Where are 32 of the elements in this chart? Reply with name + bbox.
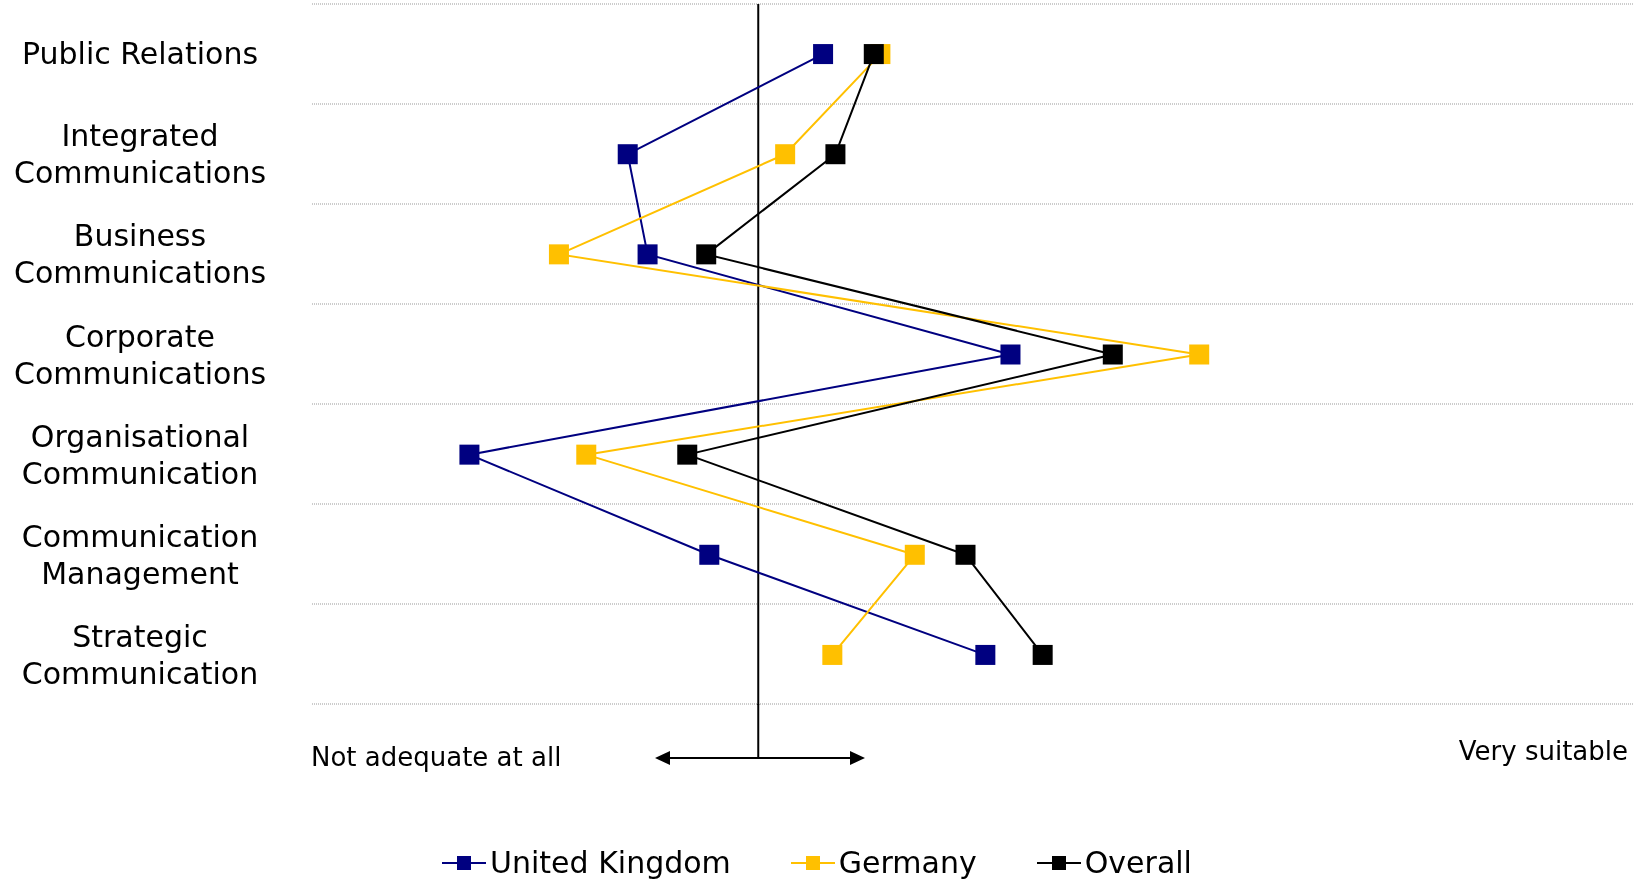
y-tick-label: Strategic Communication — [21, 618, 259, 691]
point — [975, 644, 996, 665]
text: Very suitable — [1458, 736, 1628, 766]
y-tick-label: Organisational Communication — [21, 418, 259, 491]
point — [696, 244, 717, 265]
point — [576, 444, 597, 465]
y-tick-label: Business Communications — [13, 218, 267, 291]
point — [822, 644, 843, 665]
y-tick-label: Communication Management — [21, 518, 259, 591]
point — [1032, 644, 1053, 665]
legend-label: United Kingdom — [490, 845, 731, 879]
legend-label: Germany — [838, 845, 977, 879]
point — [1000, 344, 1021, 365]
y-tick-label: Public Relations — [21, 36, 259, 72]
point — [863, 44, 884, 65]
y-tick-label: Integrated Communications — [13, 118, 267, 191]
point — [955, 544, 976, 565]
legend-label: Overall — [1084, 845, 1192, 879]
point — [459, 444, 480, 465]
point — [637, 244, 658, 265]
point — [813, 44, 834, 65]
point — [677, 444, 698, 465]
point — [825, 144, 846, 165]
point — [775, 144, 796, 165]
y-tick-label: Corporate Communications — [13, 318, 267, 391]
point — [548, 244, 569, 265]
text: Not adequate at all — [311, 742, 562, 772]
point — [617, 144, 638, 165]
point — [699, 544, 720, 565]
point — [1102, 344, 1123, 365]
point — [904, 544, 925, 565]
point — [1189, 344, 1210, 365]
